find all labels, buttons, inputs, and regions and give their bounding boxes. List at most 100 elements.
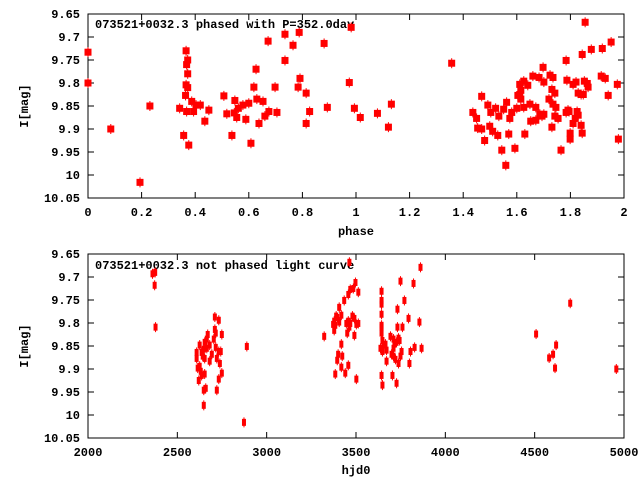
data-point [395, 304, 400, 315]
data-point [302, 118, 310, 129]
data-point [281, 55, 289, 66]
y-tick-label: 9.95 [51, 386, 80, 400]
data-point [379, 309, 384, 320]
data-point [505, 129, 513, 140]
data-point [281, 29, 289, 40]
data-point [84, 47, 92, 58]
data-point [354, 319, 359, 330]
data-point [351, 283, 356, 294]
phased-plot-ylabel: I[mag] [18, 84, 32, 127]
data-point [213, 342, 218, 353]
data-point [84, 78, 92, 88]
x-tick-label: 4500 [520, 446, 549, 460]
data-point [494, 130, 502, 141]
data-point [345, 328, 350, 339]
data-point [333, 369, 338, 380]
data-point [552, 102, 560, 113]
x-tick-label: 0 [84, 206, 91, 220]
data-point [604, 90, 612, 101]
data-point [412, 342, 417, 353]
unphased-plot-xlabel: hjd0 [342, 464, 371, 478]
data-point [481, 135, 489, 146]
data-point [503, 97, 511, 108]
y-tick-label: 9.7 [58, 31, 80, 45]
data-point [484, 100, 492, 111]
data-point [384, 122, 392, 133]
data-point [395, 322, 400, 333]
y-tick-label: 10.05 [44, 192, 80, 206]
data-point [393, 354, 398, 365]
data-point [554, 113, 562, 124]
data-point [216, 374, 221, 385]
data-point [520, 76, 528, 87]
data-point [489, 126, 497, 137]
data-point [397, 335, 402, 346]
data-point [339, 339, 344, 350]
data-point [152, 280, 157, 291]
data-point [212, 312, 217, 323]
data-point [540, 77, 548, 88]
data-point [339, 310, 344, 321]
data-point [196, 100, 204, 111]
y-tick-label: 9.7 [58, 271, 80, 285]
data-point [579, 89, 587, 100]
x-tick-label: 0.6 [238, 206, 260, 220]
data-point [513, 103, 521, 114]
x-tick-label: 3000 [252, 446, 281, 460]
data-point [508, 107, 516, 118]
data-point [201, 400, 206, 411]
y-tick-label: 10 [66, 169, 80, 183]
data-point [411, 278, 416, 289]
data-point [474, 123, 482, 134]
data-point [306, 106, 314, 117]
data-point [146, 101, 154, 111]
data-point [478, 91, 486, 102]
unphased-plot-ylabel: I[mag] [18, 324, 32, 367]
data-point [419, 343, 424, 354]
data-point [194, 353, 199, 364]
data-point [220, 90, 228, 101]
data-point [347, 257, 352, 268]
data-point [320, 38, 328, 49]
data-point [502, 160, 510, 171]
data-point [273, 107, 281, 118]
y-tick-label: 10 [66, 409, 80, 423]
data-point [532, 102, 540, 113]
data-point [264, 36, 272, 47]
data-point [557, 145, 565, 156]
data-point [211, 334, 216, 345]
x-tick-label: 1.2 [399, 206, 421, 220]
data-point [551, 349, 556, 360]
data-point [185, 140, 193, 151]
data-point [216, 315, 221, 326]
data-point [548, 122, 556, 133]
data-point [192, 100, 200, 111]
data-point [205, 105, 213, 116]
data-point [228, 130, 236, 141]
data-point [388, 331, 393, 342]
data-point [180, 130, 188, 141]
data-point [353, 277, 358, 288]
data-point [402, 295, 407, 306]
y-tick-label: 9.85 [51, 340, 80, 354]
data-point [217, 358, 222, 369]
data-point [350, 103, 358, 114]
data-point [578, 49, 586, 60]
data-point [521, 129, 529, 140]
data-point [184, 68, 192, 79]
phased-plot-xlabel: phase [338, 225, 374, 239]
data-point [214, 353, 219, 364]
data-point [517, 94, 525, 105]
data-point [343, 368, 348, 379]
y-tick-label: 9.65 [51, 8, 80, 22]
data-point [545, 94, 553, 105]
data-point [233, 112, 241, 123]
data-point [335, 355, 340, 366]
data-point [199, 370, 204, 381]
data-point [345, 77, 353, 88]
data-point [563, 75, 571, 86]
data-point [202, 353, 207, 364]
x-tick-label: 2000 [74, 446, 103, 460]
data-point [259, 96, 267, 107]
data-point [296, 73, 304, 84]
